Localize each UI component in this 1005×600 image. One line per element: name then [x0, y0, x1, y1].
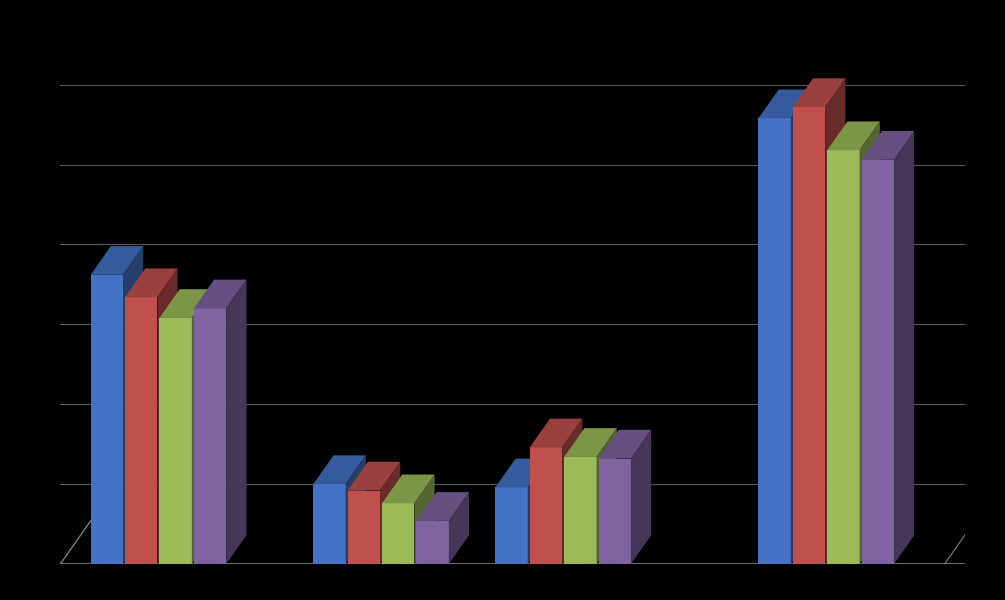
Polygon shape [160, 289, 212, 318]
Polygon shape [226, 280, 246, 564]
Polygon shape [90, 275, 123, 564]
Polygon shape [90, 246, 144, 275]
Polygon shape [125, 297, 158, 564]
Polygon shape [123, 246, 144, 564]
Polygon shape [564, 428, 617, 457]
Polygon shape [416, 521, 449, 564]
Polygon shape [160, 318, 192, 564]
Polygon shape [793, 107, 825, 564]
Polygon shape [528, 458, 548, 564]
Polygon shape [449, 492, 469, 564]
Polygon shape [827, 150, 859, 564]
Polygon shape [530, 419, 582, 448]
Polygon shape [861, 131, 915, 160]
Polygon shape [793, 79, 845, 107]
Polygon shape [348, 491, 380, 564]
Polygon shape [495, 458, 548, 487]
Polygon shape [759, 118, 791, 564]
Polygon shape [495, 487, 528, 564]
Polygon shape [382, 503, 414, 564]
Polygon shape [382, 475, 434, 503]
Polygon shape [348, 462, 400, 491]
Polygon shape [894, 131, 915, 564]
Polygon shape [158, 268, 178, 564]
Polygon shape [859, 121, 879, 564]
Polygon shape [414, 475, 434, 564]
Polygon shape [194, 280, 246, 308]
Polygon shape [564, 457, 597, 564]
Polygon shape [791, 89, 811, 564]
Polygon shape [346, 455, 366, 564]
Polygon shape [827, 121, 879, 150]
Polygon shape [759, 89, 811, 118]
Polygon shape [380, 462, 400, 564]
Polygon shape [125, 268, 178, 297]
Polygon shape [194, 308, 226, 564]
Polygon shape [562, 419, 582, 564]
Polygon shape [861, 160, 894, 564]
Polygon shape [631, 430, 651, 564]
Polygon shape [192, 289, 212, 564]
Polygon shape [416, 492, 469, 521]
Polygon shape [599, 458, 631, 564]
Polygon shape [599, 430, 651, 458]
Polygon shape [314, 484, 346, 564]
Polygon shape [825, 79, 845, 564]
Polygon shape [597, 428, 617, 564]
Polygon shape [314, 455, 366, 484]
Polygon shape [530, 448, 562, 564]
